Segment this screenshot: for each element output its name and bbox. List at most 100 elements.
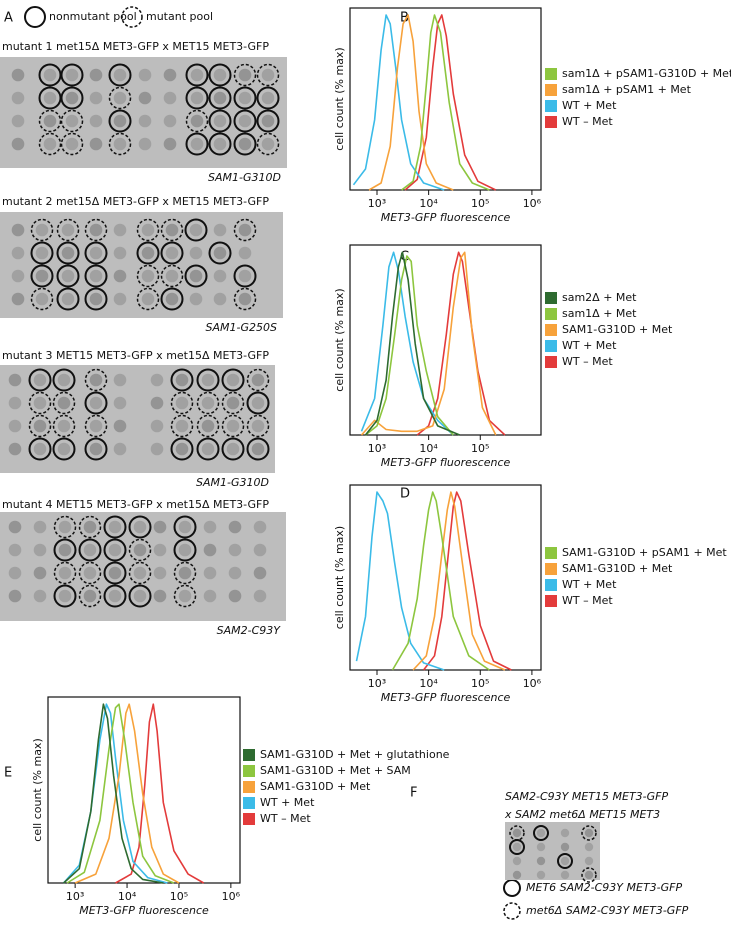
colony <box>89 91 103 105</box>
colony <box>113 396 127 410</box>
solid-circle <box>208 109 232 133</box>
legend-swatch <box>545 308 557 320</box>
legend-swatch <box>545 579 557 591</box>
dashed-circle <box>28 391 52 415</box>
colony <box>108 543 122 557</box>
colony <box>213 292 227 306</box>
colony <box>113 223 127 237</box>
dashed-circle <box>196 391 220 415</box>
dashed-circle <box>78 515 102 539</box>
colony <box>261 91 275 105</box>
solid-circle <box>84 437 108 461</box>
colony <box>165 269 179 283</box>
colony <box>108 520 122 534</box>
solid-circle <box>170 368 194 392</box>
solid-circle <box>84 391 108 415</box>
plate-title: mutant 1 met15Δ MET3-GFP x MET15 MET3-GF… <box>2 40 269 53</box>
legend-swatch <box>243 765 255 777</box>
colony <box>189 223 203 237</box>
colony <box>560 828 570 838</box>
legend-swatch <box>243 813 255 825</box>
solid-circle <box>185 86 209 110</box>
colony <box>584 842 594 852</box>
colony <box>138 91 152 105</box>
allele-label: SAM2-C93Y <box>217 624 282 637</box>
colony <box>163 68 177 82</box>
dashed-circle <box>256 132 280 156</box>
colony <box>213 137 227 151</box>
solid-circle <box>56 264 80 288</box>
solid-circle <box>128 515 152 539</box>
colony <box>35 269 49 283</box>
colony <box>89 373 103 387</box>
dashed-circle <box>53 515 77 539</box>
colony <box>89 292 103 306</box>
colony <box>89 68 103 82</box>
solid-circle <box>256 86 280 110</box>
solid-circle <box>184 264 208 288</box>
solid-circle <box>60 63 84 87</box>
dashed-circle <box>52 414 76 438</box>
legend-swatch <box>545 292 557 304</box>
colony <box>61 269 75 283</box>
x-axis-label: MET3-GFP fluorescence <box>381 691 511 704</box>
x-tick-label: 10⁴ <box>419 677 438 690</box>
colony <box>153 589 167 603</box>
colony <box>213 91 227 105</box>
colony <box>190 91 204 105</box>
legend-swatch <box>545 356 557 368</box>
panel-label: A <box>4 11 13 26</box>
legend-label: sam1Δ + pSAM1-G310D + Met <box>562 67 731 80</box>
colony <box>201 442 215 456</box>
solid-circle <box>185 63 209 87</box>
dashed-circle <box>53 561 77 585</box>
legend-label: WT + Met <box>562 99 617 112</box>
colony <box>203 520 217 534</box>
dashed-circle <box>581 867 597 883</box>
colony <box>8 520 22 534</box>
colony <box>213 269 227 283</box>
colony <box>58 543 72 557</box>
solid-circle <box>160 287 184 311</box>
solid-circle <box>103 538 127 562</box>
panel-label: F <box>410 786 417 801</box>
dashed-circle <box>170 414 194 438</box>
colony <box>165 246 179 260</box>
colony <box>33 396 47 410</box>
solid-circle <box>56 287 80 311</box>
legend-swatch <box>545 324 557 336</box>
dashed-circle <box>56 218 80 242</box>
colony <box>163 91 177 105</box>
colony <box>57 373 71 387</box>
colony <box>178 543 192 557</box>
colony <box>190 68 204 82</box>
colony <box>226 396 240 410</box>
colony <box>251 373 265 387</box>
x-tick-label: 10³ <box>368 197 386 210</box>
colony <box>213 223 227 237</box>
legend-swatch <box>243 749 255 761</box>
dashed-circle <box>128 538 152 562</box>
colony <box>133 589 147 603</box>
colony <box>113 373 127 387</box>
legend-dashed-circle <box>121 6 143 28</box>
solid-circle <box>208 63 232 87</box>
colony <box>89 442 103 456</box>
histogram-curve <box>360 251 497 436</box>
solid-circle <box>256 109 280 133</box>
colony <box>35 246 49 260</box>
x-tick-label: 10⁶ <box>523 677 542 690</box>
colony <box>35 292 49 306</box>
colony <box>584 828 594 838</box>
dashed-circle <box>38 109 62 133</box>
solid-circle <box>103 561 127 585</box>
legend-label: WT + Met <box>562 578 617 591</box>
colony <box>189 292 203 306</box>
solid-circle <box>84 264 108 288</box>
colony <box>141 246 155 260</box>
solid-circle <box>84 287 108 311</box>
legend-swatch <box>545 340 557 352</box>
colony <box>113 137 127 151</box>
colony <box>226 442 240 456</box>
x-tick-label: 10⁵ <box>471 442 489 455</box>
